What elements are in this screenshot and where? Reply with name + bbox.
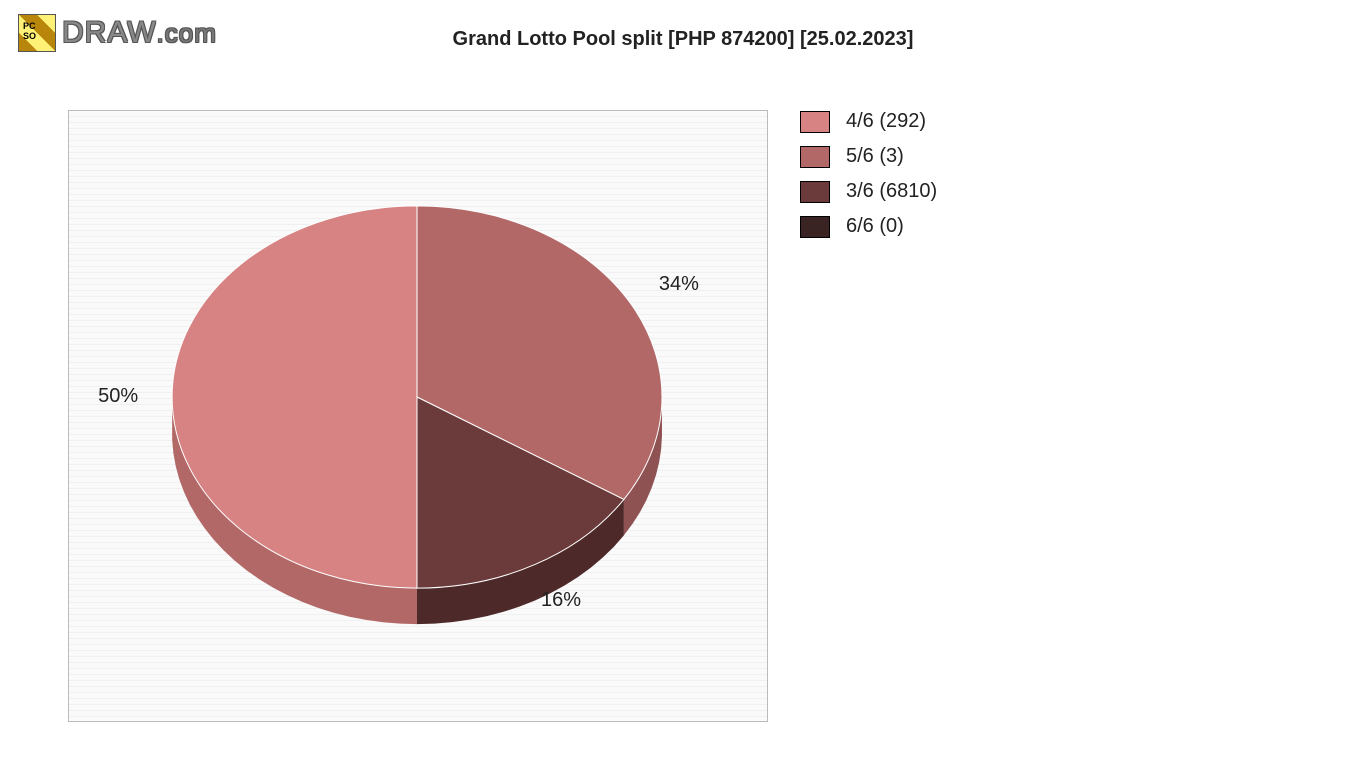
pie-slice-label: 34% [659, 273, 699, 296]
plot-area: 50% 34% 16% [68, 110, 768, 722]
legend-label: 6/6 (0) [846, 215, 904, 238]
pie-chart: 50%34%16% [167, 167, 667, 697]
legend-item: 3/6 (6810) [800, 180, 937, 203]
legend-item: 5/6 (3) [800, 145, 937, 168]
pie-slice-label: 50% [98, 385, 138, 408]
legend-label: 4/6 (292) [846, 110, 926, 133]
legend-label: 5/6 (3) [846, 145, 904, 168]
legend-swatch-icon [800, 146, 830, 168]
legend: 4/6 (292) 5/6 (3) 3/6 (6810) 6/6 (0) [800, 110, 937, 250]
legend-swatch-icon [800, 216, 830, 238]
pie-svg [167, 167, 667, 697]
legend-label: 3/6 (6810) [846, 180, 937, 203]
legend-item: 4/6 (292) [800, 110, 937, 133]
chart-title: Grand Lotto Pool split [PHP 874200] [25.… [0, 28, 1366, 51]
legend-swatch-icon [800, 181, 830, 203]
page-root: DRAW.com Grand Lotto Pool split [PHP 874… [0, 0, 1366, 768]
legend-item: 6/6 (0) [800, 215, 937, 238]
pie-slice-label: 16% [541, 589, 581, 612]
legend-swatch-icon [800, 111, 830, 133]
